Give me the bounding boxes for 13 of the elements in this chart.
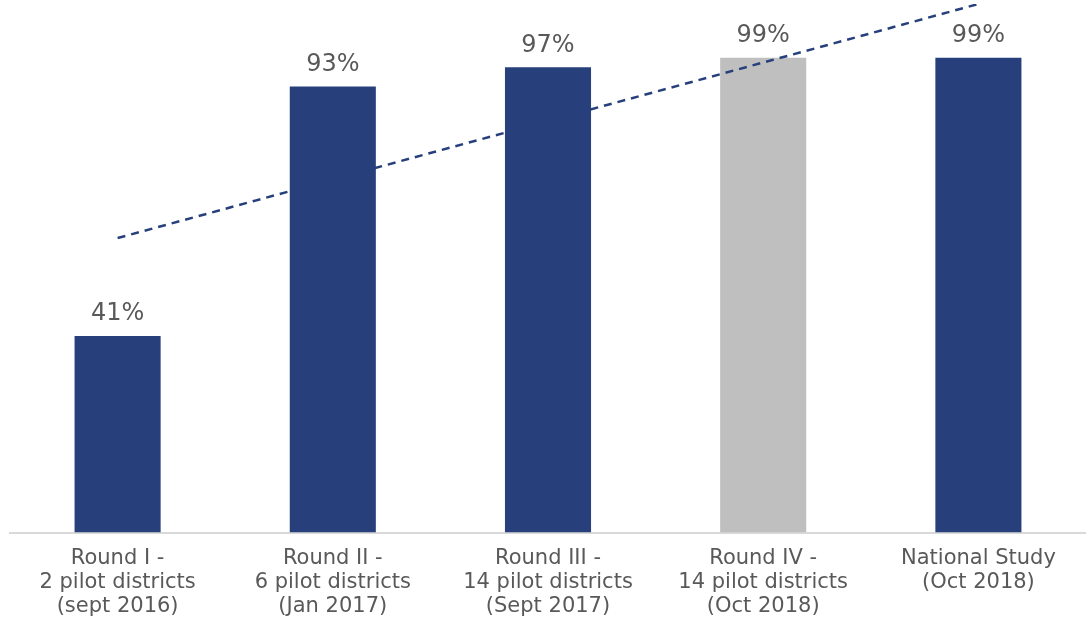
bar [720,57,807,533]
data-label: 41% [90,298,145,327]
x-tick-label: Round II - 6 pilot districts (Jan 2017) [254,545,411,618]
data-label: 97% [521,29,575,58]
data-label: 93% [306,48,360,77]
x-tick-label: National Study (Oct 2018) [900,545,1056,594]
bar [74,335,161,533]
x-tick-label: Round I - 2 pilot districts (sept 2016) [39,545,196,618]
data-label: 99% [736,19,790,48]
x-tick-label: Round III - 14 pilot districts (Sept 2017) [463,545,633,618]
data-label: 99% [951,19,1006,48]
x-tick-label: Round IV - 14 pilot districts (Oct 2018) [678,545,849,618]
bar [935,57,1022,533]
